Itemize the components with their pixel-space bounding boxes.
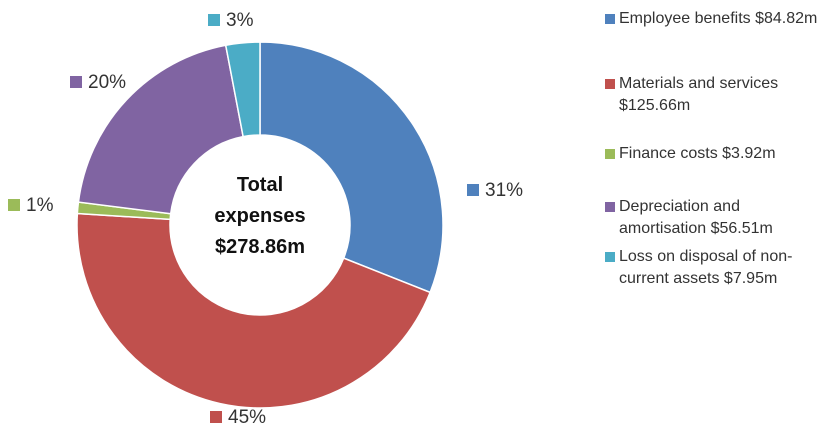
center-label: Total expenses $278.86m [214, 174, 306, 258]
label-swatch [208, 14, 220, 26]
legend-item: Loss on disposal of non-current assets $… [603, 246, 825, 290]
data-label: 1% [26, 195, 54, 216]
donut-slice [76, 212, 432, 409]
legend-label: Finance costs $3.92m [619, 145, 776, 162]
legend-item: Employee benefits $84.82m [603, 8, 825, 30]
legend-item: Finance costs $3.92m [603, 143, 825, 165]
donut-slice [224, 41, 261, 138]
legend-swatch [605, 252, 615, 262]
data-label: 31% [485, 180, 523, 201]
donut-slice [77, 44, 245, 215]
legend-item: Materials and services $125.66m [603, 73, 825, 117]
legend-swatch [605, 149, 615, 159]
label-swatch [8, 199, 20, 211]
legend-label: Depreciation and amortisation $56.51m [619, 198, 773, 237]
legend-swatch [605, 14, 615, 24]
legend-label: Employee benefits $84.82m [619, 10, 818, 27]
data-label: 45% [228, 407, 266, 428]
legend-swatch [605, 202, 615, 212]
legend-label: Loss on disposal of non-current assets $… [619, 248, 793, 287]
label-swatch [70, 76, 82, 88]
legend-item: Depreciation and amortisation $56.51m [603, 196, 825, 240]
label-swatch [467, 184, 479, 196]
label-swatch [210, 411, 222, 423]
data-label: 20% [88, 72, 126, 93]
legend-label: Materials and services $125.66m [619, 75, 779, 114]
data-label: 3% [226, 10, 254, 31]
legend-swatch [605, 79, 615, 89]
donut-slice [259, 41, 444, 294]
